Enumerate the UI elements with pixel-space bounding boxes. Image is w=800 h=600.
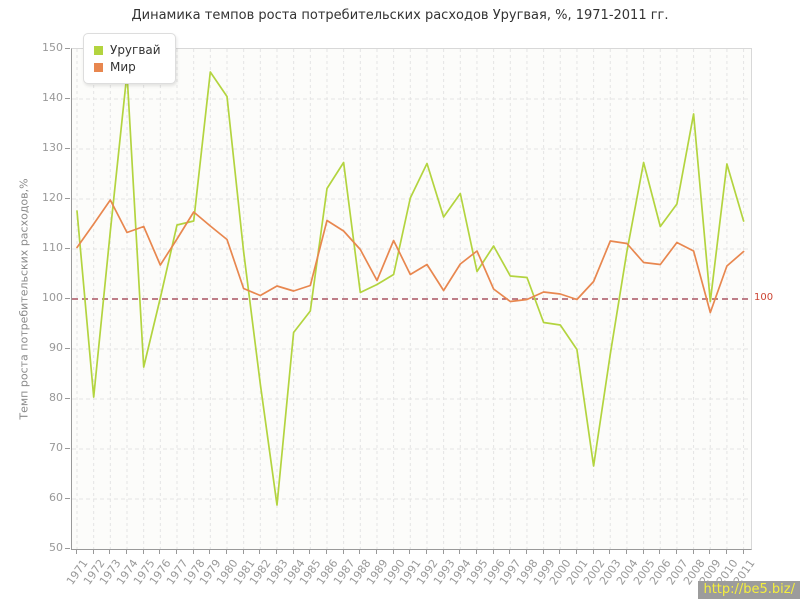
x-tick [442,549,444,554]
legend-marker-uruguay [94,45,103,55]
x-tick [76,549,77,554]
x-tick [609,549,611,554]
x-tick [142,549,144,554]
x-tick [409,549,411,554]
legend-label-uruguay: Уругвай [110,43,161,57]
x-tick [709,549,711,554]
x-tick [592,549,594,554]
x-tick [742,549,744,554]
y-tick [65,397,70,399]
watermark-link[interactable]: http://be5.biz/ [698,581,800,599]
y-axis-label: 50 [49,541,63,554]
x-tick [175,549,177,554]
chart-title: Динамика темпов роста потребительских ра… [131,8,669,23]
y-tick [65,147,70,149]
y-tick [65,547,70,549]
y-tick [65,447,70,449]
reference-line-label: 100 [754,292,774,303]
x-tick [459,549,461,554]
legend-item-world[interactable]: Мир [94,60,161,74]
x-tick [125,549,127,554]
x-tick [325,549,327,554]
y-axis-label: 60 [49,491,63,504]
y-tick [65,297,70,299]
legend: Уругвай Мир [83,33,176,84]
y-axis-label: 70 [49,441,63,454]
x-tick [575,549,577,554]
y-tick [65,347,70,349]
x-tick [542,549,544,554]
x-tick [92,549,94,554]
x-tick [359,549,361,554]
x-tick [559,549,561,554]
x-tick [209,549,211,554]
x-tick [375,549,377,554]
legend-label-world: Мир [110,60,136,74]
y-axis-label: 80 [49,391,63,404]
y-axis-label: 100 [42,291,63,304]
legend-marker-world [94,62,103,72]
x-tick [692,549,694,554]
x-tick [225,549,227,554]
series-line-world [76,199,745,314]
y-tick [65,47,70,49]
y-axis-label: 140 [42,91,63,104]
x-tick [342,549,344,554]
x-tick [292,549,294,554]
x-tick [109,549,111,554]
x-tick [259,549,261,554]
x-tick [625,549,627,554]
y-axis-label: 110 [42,241,63,254]
y-tick [65,197,70,199]
x-tick [425,549,427,554]
x-tick [159,549,161,554]
plot-svg [72,49,751,549]
x-tick [492,549,494,554]
y-tick [65,97,70,99]
plot-area [71,48,752,550]
x-tick [275,549,277,554]
x-tick [309,549,311,554]
x-tick [242,549,244,554]
y-axis-label: 90 [49,341,63,354]
x-tick [675,549,677,554]
x-tick [725,549,727,554]
x-tick [475,549,477,554]
x-tick [192,549,194,554]
y-axis-label: 130 [42,141,63,154]
y-axis-label: 120 [42,191,63,204]
x-tick [659,549,661,554]
y-tick [65,497,70,499]
y-axis-label: 150 [42,41,63,54]
legend-item-uruguay[interactable]: Уругвай [94,43,161,57]
x-tick [509,549,511,554]
y-tick [65,247,70,249]
x-tick [642,549,644,554]
x-tick [392,549,394,554]
x-tick [525,549,527,554]
